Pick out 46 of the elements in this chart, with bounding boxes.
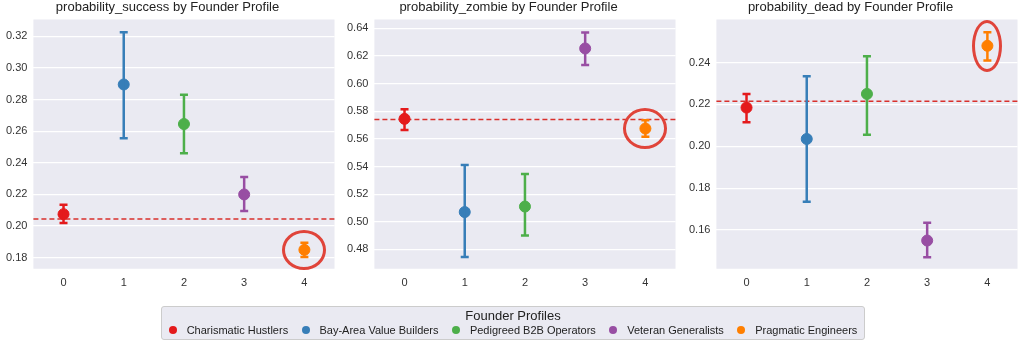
x-tick-label: 3 <box>582 276 589 289</box>
y-tick-label: 0.18 <box>5 250 28 263</box>
y-tick-label: 0.48 <box>346 242 369 255</box>
y-tick-label: 0.52 <box>346 187 369 200</box>
x-tick-label: 1 <box>803 276 810 289</box>
x-tick-label: 2 <box>521 276 529 289</box>
x-tick-label: 2 <box>863 276 871 289</box>
x-tick-label: 0 <box>60 276 67 289</box>
y-tick-label: 0.20 <box>688 139 711 152</box>
y-tick-label: 0.32 <box>5 29 28 42</box>
y-tick-label: 0.16 <box>688 223 711 236</box>
legend-label: Veteran Generalists <box>627 324 724 336</box>
x-tick-label: 4 <box>301 276 308 289</box>
legend-label: Pragmatic Engineers <box>755 324 858 336</box>
y-tick-label: 0.22 <box>5 187 28 200</box>
chart-title: probability_success by Founder Profile <box>55 0 280 15</box>
legend-title: Founder Profiles <box>464 308 562 323</box>
x-tick-label: 3 <box>924 276 931 289</box>
x-tick-label: 0 <box>401 276 408 289</box>
chart-title: probability_zombie by Founder Profile <box>399 0 618 15</box>
x-tick-label: 1 <box>461 276 468 289</box>
x-tick-label: 2 <box>180 276 188 289</box>
y-tick-label: 0.24 <box>688 55 711 68</box>
x-tick-label: 3 <box>241 276 248 289</box>
y-tick-label: 0.26 <box>5 124 28 137</box>
y-tick-label: 0.22 <box>688 97 711 110</box>
y-tick-label: 0.62 <box>346 49 369 62</box>
y-tick-label: 0.30 <box>5 60 28 73</box>
y-tick-label: 0.50 <box>346 214 369 227</box>
x-tick-label: 1 <box>120 276 127 289</box>
x-tick-label: 4 <box>984 276 991 289</box>
x-tick-label: 4 <box>642 276 649 289</box>
legend-label: Charismatic Hustlers <box>186 324 289 336</box>
y-tick-label: 0.54 <box>346 159 369 172</box>
legend-label: Pedigreed B2B Operators <box>469 324 596 336</box>
y-tick-label: 0.18 <box>688 181 711 194</box>
y-tick-label: 0.24 <box>5 155 28 168</box>
y-tick-label: 0.20 <box>5 219 28 232</box>
y-tick-label: 0.28 <box>5 92 28 105</box>
x-tick-label: 0 <box>743 276 750 289</box>
y-tick-label: 0.60 <box>346 76 369 89</box>
y-tick-label: 0.64 <box>346 21 369 34</box>
y-tick-label: 0.58 <box>346 104 369 117</box>
legend-label: Bay-Area Value Builders <box>319 324 439 336</box>
y-tick-label: 0.56 <box>346 131 369 144</box>
chart-title: probability_dead by Founder Profile <box>747 0 954 15</box>
